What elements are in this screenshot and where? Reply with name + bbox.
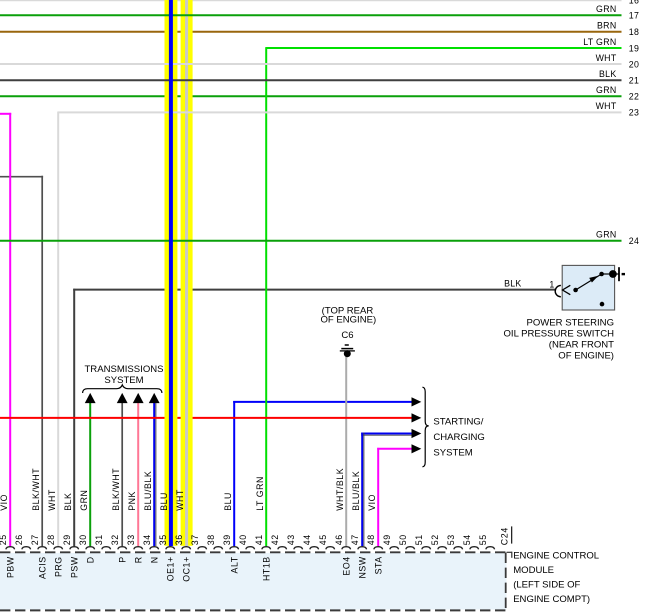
svg-text:39: 39 [222,534,232,545]
svg-text:25: 25 [0,534,8,545]
svg-text:36: 36 [174,534,184,545]
svg-text:PSW: PSW [70,556,80,578]
svg-text:26: 26 [14,534,24,545]
svg-text:R: R [134,556,144,563]
svg-text:20: 20 [629,59,639,69]
svg-text:38: 38 [206,534,216,545]
svg-text:BLK/WHT: BLK/WHT [31,468,41,511]
svg-text:GRN: GRN [596,4,616,14]
svg-text:21: 21 [629,76,639,86]
svg-text:27: 27 [30,534,40,545]
svg-text:45: 45 [318,534,328,545]
svg-text:BLK/WHT: BLK/WHT [111,468,121,511]
svg-text:32: 32 [110,534,120,545]
svg-text:NSW: NSW [358,556,368,578]
svg-text:PBW: PBW [6,556,16,578]
svg-text:42: 42 [270,534,280,545]
svg-text:49: 49 [382,534,392,545]
svg-text:POWER STEERING: POWER STEERING [526,317,614,328]
svg-text:SYSTEM: SYSTEM [433,447,472,458]
svg-text:BLU/BLK: BLU/BLK [351,471,361,511]
svg-text:EO4: EO4 [342,556,352,575]
svg-text:N: N [150,556,160,563]
svg-text:GRN: GRN [596,85,616,95]
svg-text:STARTING/: STARTING/ [433,417,483,428]
svg-text:ENGINE COMPT): ENGINE COMPT) [513,594,590,605]
svg-text:(TOP REAR: (TOP REAR [322,306,374,317]
svg-text:SYSTEM: SYSTEM [104,375,143,386]
svg-text:LT GRN: LT GRN [583,37,616,47]
svg-text:BLK: BLK [63,493,73,511]
svg-text:PRG: PRG [54,556,64,577]
svg-text:24: 24 [629,236,639,246]
svg-text:WHT: WHT [596,53,617,63]
svg-text:29: 29 [62,534,72,545]
svg-text:30: 30 [78,534,88,545]
svg-text:WHT: WHT [175,489,185,511]
svg-text:54: 54 [462,534,472,545]
svg-text:P: P [118,556,128,562]
svg-text:OC1+: OC1+ [182,556,192,581]
svg-text:ENGINE CONTROL: ENGINE CONTROL [513,550,599,561]
svg-text:52: 52 [430,534,440,545]
svg-text:VIO: VIO [0,494,9,511]
svg-text:51: 51 [414,534,424,545]
svg-text:STA: STA [374,556,384,574]
svg-text:37: 37 [190,534,200,545]
svg-text:28: 28 [46,534,56,545]
svg-text:55: 55 [478,534,488,545]
svg-text:44: 44 [302,534,312,545]
svg-text:GRN: GRN [596,230,616,240]
svg-text:OIL PRESSURE SWITCH: OIL PRESSURE SWITCH [503,328,614,339]
svg-text:PNK: PNK [127,491,137,511]
svg-text:MODULE: MODULE [513,565,554,576]
svg-text:BLK: BLK [599,69,617,79]
svg-text:53: 53 [446,534,456,545]
svg-text:33: 33 [126,534,136,545]
svg-text:22: 22 [629,92,639,102]
svg-text:OF ENGINE): OF ENGINE) [320,315,376,326]
svg-text:BLU/BLK: BLU/BLK [143,471,153,511]
svg-text:ACIS: ACIS [38,556,48,579]
svg-text:43: 43 [286,534,296,545]
svg-text:17: 17 [629,11,639,21]
svg-text:WHT/BLK: WHT/BLK [335,468,345,511]
svg-text:C6: C6 [341,330,353,341]
svg-text:40: 40 [238,534,248,545]
svg-text:18: 18 [629,27,639,37]
svg-text:BLU: BLU [223,492,233,511]
svg-text:(LEFT SIDE OF: (LEFT SIDE OF [513,580,580,591]
svg-text:50: 50 [398,534,408,545]
svg-text:34: 34 [142,534,152,545]
svg-text:CHARGING: CHARGING [433,432,484,443]
svg-text:HT1B: HT1B [262,556,272,581]
svg-text:23: 23 [629,108,639,118]
svg-text:BLU: BLU [159,492,169,511]
svg-text:41: 41 [254,534,264,545]
svg-text:OF ENGINE): OF ENGINE) [558,350,614,361]
svg-text:(NEAR FRONT: (NEAR FRONT [549,339,614,350]
svg-text:48: 48 [366,534,376,545]
svg-text:D: D [86,556,96,563]
svg-text:1: 1 [549,280,554,290]
svg-text:19: 19 [629,43,639,53]
svg-text:VIO: VIO [367,494,377,511]
svg-text:BLK: BLK [504,279,522,289]
svg-text:35: 35 [158,534,168,545]
svg-text:GRN: GRN [79,490,89,511]
svg-text:OE1+: OE1+ [166,556,176,581]
svg-text:WHT: WHT [596,101,617,111]
svg-text:47: 47 [350,534,360,545]
svg-text:31: 31 [94,534,104,545]
svg-text:BRN: BRN [597,21,616,31]
svg-text:LT GRN: LT GRN [255,476,265,511]
svg-text:46: 46 [334,534,344,545]
svg-text:ALT: ALT [230,556,240,573]
svg-text:16: 16 [629,0,639,5]
svg-text:C24: C24 [500,527,510,545]
svg-text:TRANSMISSIONS: TRANSMISSIONS [84,364,163,375]
svg-text:WHT: WHT [47,489,57,511]
